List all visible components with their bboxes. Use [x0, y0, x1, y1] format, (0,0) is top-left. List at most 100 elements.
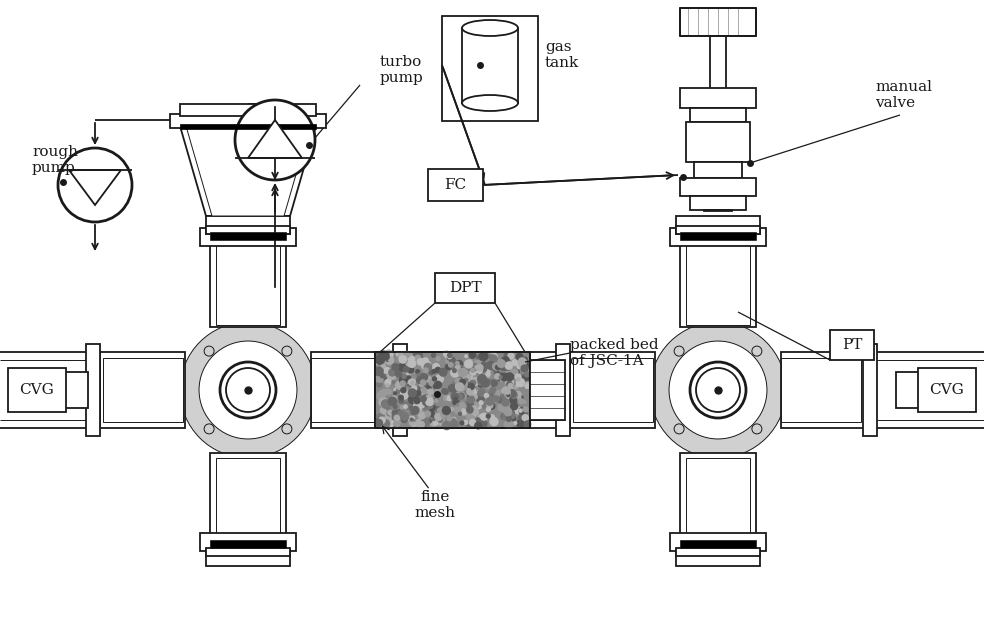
- Bar: [206, 216, 290, 234]
- Circle shape: [432, 381, 441, 390]
- Circle shape: [376, 391, 386, 401]
- Circle shape: [472, 381, 476, 385]
- Circle shape: [422, 398, 431, 406]
- Circle shape: [503, 408, 511, 416]
- Circle shape: [650, 322, 786, 458]
- Circle shape: [435, 356, 441, 362]
- Circle shape: [466, 381, 472, 387]
- Circle shape: [384, 367, 391, 374]
- Circle shape: [375, 352, 382, 359]
- Circle shape: [384, 354, 390, 360]
- Circle shape: [388, 397, 398, 406]
- Circle shape: [392, 395, 398, 401]
- Circle shape: [395, 380, 404, 390]
- Circle shape: [499, 362, 509, 371]
- Circle shape: [427, 419, 432, 424]
- Circle shape: [498, 360, 502, 364]
- Circle shape: [486, 402, 493, 409]
- Circle shape: [432, 405, 437, 410]
- Circle shape: [467, 380, 475, 387]
- Circle shape: [494, 373, 501, 380]
- Circle shape: [497, 377, 502, 381]
- Circle shape: [497, 404, 506, 412]
- Circle shape: [487, 390, 496, 399]
- Circle shape: [476, 377, 486, 387]
- Circle shape: [458, 392, 464, 400]
- Bar: [670, 533, 766, 551]
- Circle shape: [406, 367, 414, 374]
- Circle shape: [382, 397, 388, 403]
- Circle shape: [400, 412, 409, 421]
- Circle shape: [518, 398, 524, 404]
- Circle shape: [386, 388, 393, 395]
- Bar: [210, 232, 286, 240]
- Circle shape: [464, 361, 474, 371]
- Circle shape: [388, 368, 397, 376]
- Circle shape: [394, 420, 400, 427]
- Circle shape: [446, 415, 450, 419]
- Circle shape: [466, 412, 476, 421]
- Circle shape: [419, 381, 424, 387]
- Circle shape: [485, 379, 494, 388]
- Circle shape: [405, 365, 410, 370]
- Circle shape: [452, 381, 457, 387]
- Circle shape: [458, 367, 465, 375]
- Circle shape: [480, 393, 484, 397]
- Circle shape: [494, 370, 501, 377]
- Circle shape: [400, 387, 406, 394]
- Circle shape: [510, 396, 517, 403]
- Circle shape: [518, 357, 527, 367]
- Circle shape: [386, 378, 391, 382]
- Circle shape: [497, 372, 507, 381]
- Text: gas
tank: gas tank: [545, 40, 580, 70]
- Circle shape: [450, 368, 460, 378]
- Circle shape: [455, 364, 461, 370]
- Circle shape: [385, 383, 390, 388]
- Circle shape: [496, 372, 501, 377]
- Circle shape: [387, 410, 394, 416]
- Circle shape: [380, 373, 386, 379]
- Circle shape: [380, 369, 390, 379]
- Circle shape: [400, 405, 404, 410]
- Circle shape: [523, 415, 531, 422]
- Circle shape: [474, 392, 478, 397]
- Circle shape: [410, 419, 415, 423]
- Circle shape: [490, 380, 498, 387]
- Circle shape: [486, 369, 491, 374]
- Bar: [704, 210, 732, 211]
- Circle shape: [449, 356, 456, 364]
- Circle shape: [400, 415, 408, 423]
- Circle shape: [389, 398, 395, 404]
- Circle shape: [489, 414, 495, 420]
- Circle shape: [451, 418, 457, 424]
- Circle shape: [390, 416, 400, 426]
- Circle shape: [512, 359, 519, 366]
- Circle shape: [463, 420, 468, 425]
- Circle shape: [413, 389, 421, 397]
- Circle shape: [380, 406, 389, 415]
- Circle shape: [456, 404, 465, 414]
- Circle shape: [453, 391, 459, 396]
- Circle shape: [474, 417, 481, 424]
- Circle shape: [449, 364, 455, 370]
- Circle shape: [482, 402, 490, 410]
- Circle shape: [386, 351, 394, 358]
- Circle shape: [379, 371, 385, 378]
- Circle shape: [410, 359, 415, 364]
- Circle shape: [523, 361, 529, 369]
- Circle shape: [404, 377, 411, 384]
- Circle shape: [432, 414, 440, 422]
- Circle shape: [516, 380, 523, 388]
- Bar: [60, 372, 88, 408]
- Bar: [686, 122, 750, 162]
- Circle shape: [410, 358, 416, 364]
- Bar: [676, 550, 760, 566]
- Circle shape: [442, 406, 451, 415]
- Circle shape: [384, 419, 394, 429]
- Circle shape: [385, 379, 392, 386]
- Circle shape: [519, 407, 526, 415]
- Circle shape: [451, 420, 459, 428]
- Circle shape: [396, 352, 400, 356]
- Circle shape: [501, 356, 510, 365]
- Bar: [694, 162, 742, 178]
